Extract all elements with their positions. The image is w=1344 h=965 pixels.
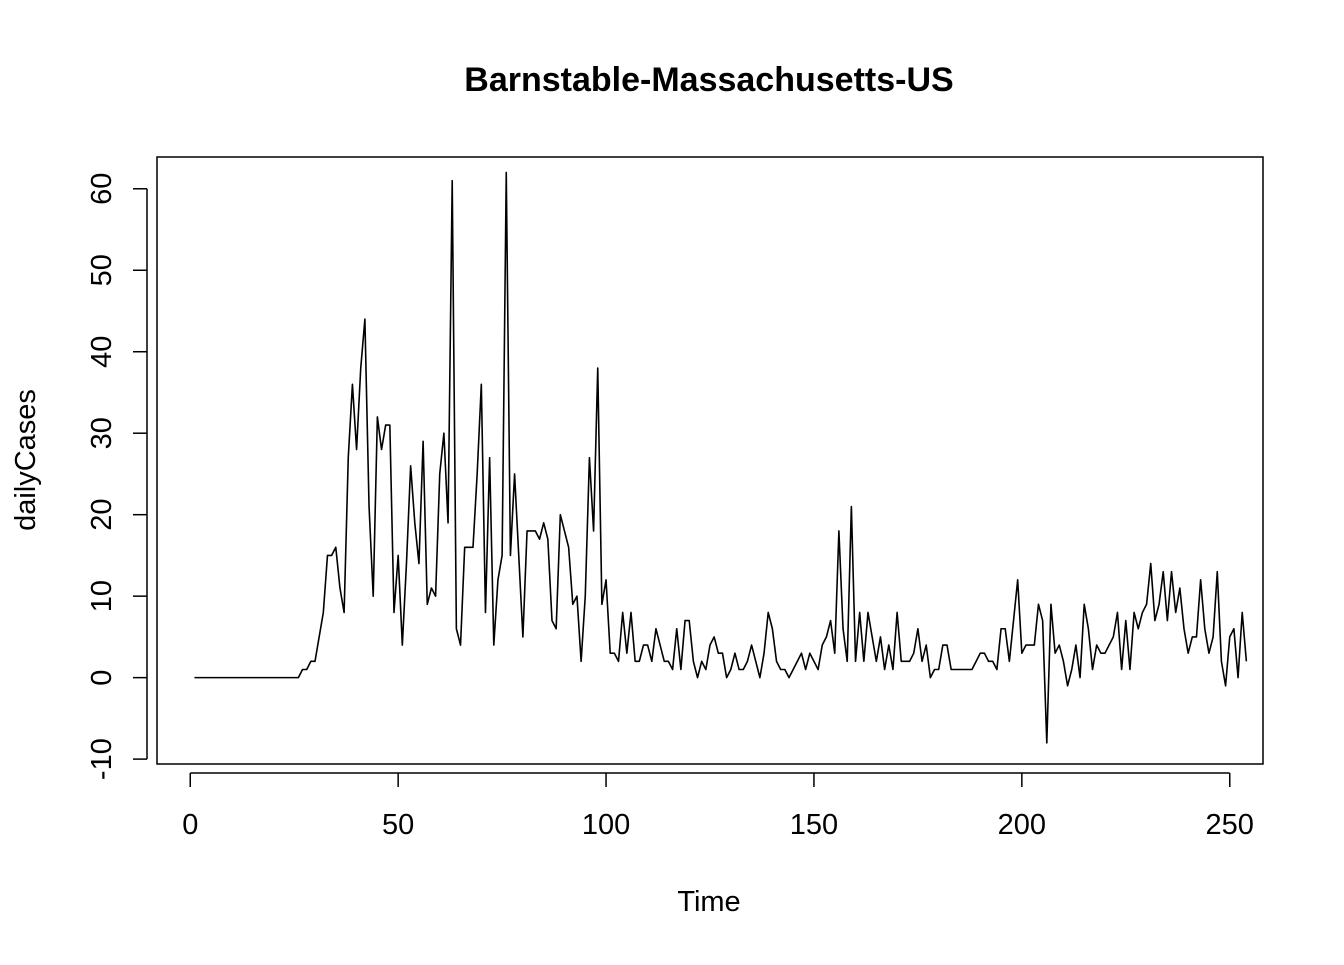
y-tick-label: 10 <box>86 580 118 612</box>
x-axis: 0 50 100 150 200 250 <box>182 772 1254 841</box>
x-tick-label: 50 <box>382 809 414 841</box>
y-tick-label: 50 <box>86 254 118 286</box>
y-tick-label: -10 <box>86 738 118 780</box>
y-tick-label: 60 <box>86 173 118 205</box>
series-layer <box>194 171 1248 744</box>
x-tick-label: 250 <box>1206 809 1254 841</box>
y-tick-label: 30 <box>86 417 118 449</box>
y-axis-label: dailyCases <box>10 389 42 531</box>
series-line <box>194 171 1248 744</box>
plot-frame <box>156 156 1264 765</box>
chart-title: Barnstable-Massachusetts-US <box>464 61 953 99</box>
y-tick-label: 20 <box>86 499 118 531</box>
x-axis-label: Time <box>677 886 740 918</box>
y-tick-label: 0 <box>86 670 118 686</box>
y-axis: -10 0 10 20 30 40 50 60 <box>86 173 148 780</box>
x-tick-label: 150 <box>790 809 838 841</box>
x-tick-label: 200 <box>998 809 1046 841</box>
x-tick-label: 100 <box>582 809 630 841</box>
x-tick-label: 0 <box>182 809 198 841</box>
y-tick-label: 40 <box>86 336 118 368</box>
